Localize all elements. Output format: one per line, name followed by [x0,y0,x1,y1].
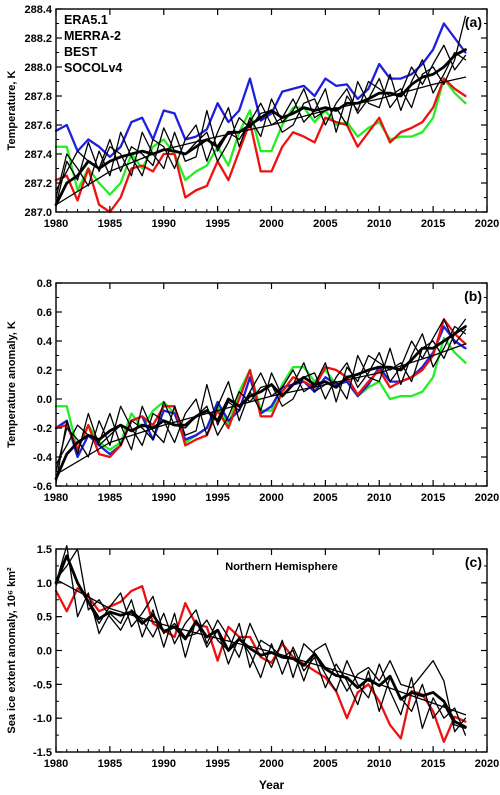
y-tick-label: 287.0 [24,207,52,219]
x-tick-label: 2020 [475,218,499,230]
x-tick-label: 2005 [313,758,337,770]
plot-frame [55,548,488,753]
y-tick-label: 0.2 [37,365,52,377]
y-tick-label: 287.8 [24,91,52,103]
x-tick-label: 1990 [152,492,176,504]
x-tick-label: 2010 [367,218,391,230]
series-line-socolv4-ensemble-mean [54,48,467,207]
y-tick-label: 288.4 [24,4,52,16]
series-group [54,15,467,214]
panel-label: (a) [465,14,482,30]
legend: ERA5.1 MERRA-2 BEST SOCOLv4 [64,13,122,75]
y-tick-label: 0.4 [37,336,53,348]
series-line-socolv4-ensemble-mean [54,554,467,729]
y-tick-label: -0.6 [33,481,52,493]
y-tick-label: -1.5 [33,747,52,759]
y-tick-label: 0.8 [37,278,52,290]
x-tick-label: 2000 [259,492,283,504]
series-line-socolv4-member-1 [55,15,467,206]
series-line-socolv4-member-1 [55,544,467,729]
y-tick-label: 287.2 [24,178,52,190]
y-tick-label: 0.0 [37,394,52,406]
panel-label: (c) [465,554,482,570]
panel-annotation: Northern Hemisphere [225,561,337,573]
x-tick-label: 2010 [367,492,391,504]
x-tick-label: 1980 [44,492,68,504]
y-tick-label: 0.6 [37,307,52,319]
series-line-merra-2 [54,336,467,451]
y-tick-label: 287.6 [24,120,52,132]
y-tick-label: 287.4 [24,149,52,161]
series-line-socolv4-trend [55,343,467,476]
series-group [54,544,467,743]
series-group [54,318,467,484]
legend-entry: BEST [64,45,98,59]
series-line-era5-1 [54,585,467,743]
x-tick-label: 1990 [152,758,176,770]
y-tick-label: 0.5 [37,612,52,624]
y-tick-label: 1.5 [37,544,52,556]
panel-a: 1980 1985 1990 1995 2000 2005 2010 2015 2020 287.… [6,4,499,230]
y-axis-label: Sea ice extent anomaly, 10⁶ km² [6,567,18,734]
series-line-best [54,22,467,159]
series-line-socolv4-member-3 [55,555,467,733]
x-tick-label: 1985 [98,492,122,504]
panel-c: 1980 1985 1990 1995 2000 2005 2010 2015 2020 -1.5… [6,544,499,770]
y-tick-label: 0.0 [37,646,52,658]
x-tick-label: 2015 [421,758,445,770]
x-tick-label: 2000 [259,758,283,770]
x-tick-label: 1980 [44,218,68,230]
y-tick-label: 1.0 [37,578,52,590]
x-tick-label: 2005 [313,492,337,504]
panel-label: (b) [464,288,482,304]
x-tick-label: 1995 [205,218,229,230]
legend-entry: MERRA-2 [64,29,121,43]
panel-b: 1980 1985 1990 1995 2000 2005 2010 2015 2020 -0.6… [6,278,499,504]
x-tick-label: 2010 [367,758,391,770]
series-line-era5-1 [54,77,467,214]
x-axis-label: Year [259,778,285,792]
y-tick-label: 288.2 [24,33,52,45]
legend-entry: SOCOLv4 [64,61,122,75]
x-tick-label: 2015 [421,492,445,504]
y-tick-label: -0.5 [33,679,52,691]
legend-entry: ERA5.1 [64,13,108,27]
series-line-socolv4-ensemble-mean [54,325,467,481]
series-line-socolv4-member-2 [55,548,467,736]
y-tick-label: 288.0 [24,62,52,74]
x-tick-label: 2020 [475,758,499,770]
x-tick-label: 1985 [98,758,122,770]
y-tick-label: -0.4 [33,452,53,464]
x-tick-label: 2020 [475,492,499,504]
y-axis-label: Temperature, K [6,71,18,151]
x-tick-label: 1985 [98,218,122,230]
x-tick-label: 2005 [313,218,337,230]
x-tick-label: 1995 [205,758,229,770]
x-tick-label: 2000 [259,218,283,230]
x-tick-label: 2015 [421,218,445,230]
x-tick-label: 1990 [152,218,176,230]
series-line-socolv4-member-3 [55,44,467,191]
y-tick-label: -0.2 [33,423,52,435]
series-line-socolv4-member-1 [55,318,467,484]
y-axis-label: Temperature anomaly, K [6,321,18,448]
x-tick-label: 1995 [205,492,229,504]
x-tick-label: 1980 [44,758,68,770]
series-line-socolv4-trend [55,76,467,206]
series-line-socolv4-trend [55,578,467,716]
series-line-merra-2 [54,77,467,196]
y-tick-label: -1.0 [33,713,52,725]
